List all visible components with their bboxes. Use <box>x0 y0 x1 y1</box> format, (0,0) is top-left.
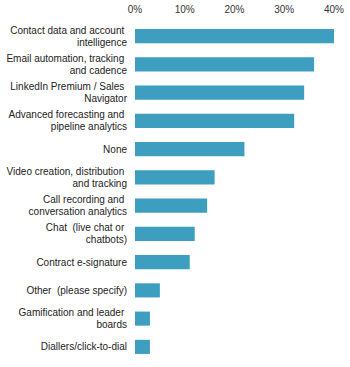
svg-text:intelligence: intelligence <box>77 37 127 48</box>
svg-text:None: None <box>103 144 127 155</box>
svg-text:pipeline analytics: pipeline analytics <box>51 121 127 132</box>
svg-text:Advanced forecasting and: Advanced forecasting and <box>9 109 127 120</box>
svg-text:Navigator: Navigator <box>84 93 127 104</box>
svg-text:Diallers/click-to-dial: Diallers/click-to-dial <box>41 341 127 352</box>
svg-text:Video creation, distribution: Video creation, distribution <box>7 166 127 177</box>
svg-text:Gamification and leader: Gamification and leader <box>19 307 127 318</box>
svg-text:and cadence: and cadence <box>70 65 128 76</box>
svg-text:and tracking: and tracking <box>73 178 127 189</box>
svg-text:conversation analytics: conversation analytics <box>29 206 127 217</box>
svg-text:Contract e-signature: Contract e-signature <box>36 257 127 268</box>
svg-text:10%: 10% <box>175 4 195 15</box>
svg-text:0%: 0% <box>128 4 143 15</box>
svg-text:20%: 20% <box>224 4 244 15</box>
svg-text:Call recording and: Call recording and <box>43 194 127 205</box>
svg-text:40%: 40% <box>324 4 344 15</box>
svg-text:Other (please specify): Other (please specify) <box>26 285 127 296</box>
svg-text:chatbots): chatbots) <box>86 234 127 245</box>
svg-text:Chat (live chat or: Chat (live chat or <box>46 222 127 233</box>
svg-text:Contact data and account: Contact data and account <box>10 25 127 36</box>
svg-text:boards: boards <box>96 319 127 330</box>
svg-text:30%: 30% <box>274 4 294 15</box>
svg-text:LinkedIn Premium / Sales: LinkedIn Premium / Sales <box>10 81 127 92</box>
svg-text:Email automation, tracking: Email automation, tracking <box>6 53 127 64</box>
